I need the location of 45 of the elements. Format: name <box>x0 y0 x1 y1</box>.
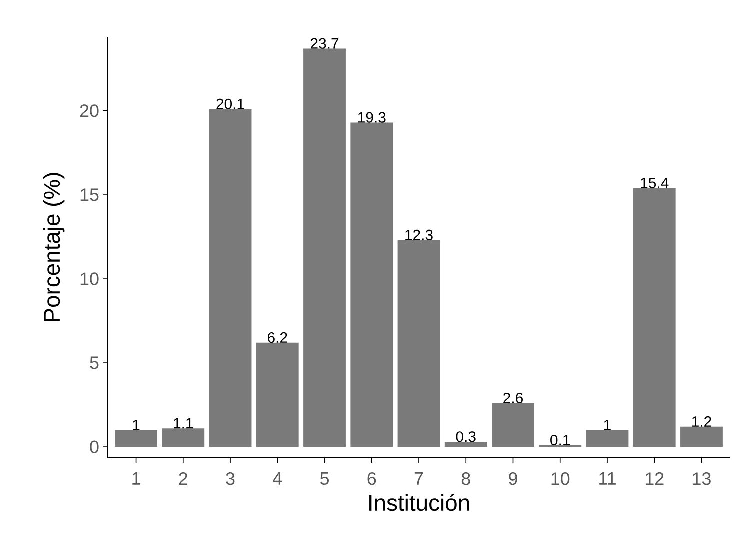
data-label: 1.2 <box>692 416 712 427</box>
bar <box>680 426 723 448</box>
x-tick-label: 12 <box>646 472 664 486</box>
x-tick-label: 2 <box>179 472 188 486</box>
data-label: 6.2 <box>268 332 288 344</box>
x-tick-label: 4 <box>273 472 282 485</box>
bar <box>492 403 534 448</box>
data-label: 1 <box>604 420 611 430</box>
bar <box>586 430 629 448</box>
y-tick-label: 5 <box>90 356 99 370</box>
y-tick-label: 10 <box>80 272 99 286</box>
x-tick-label: 13 <box>693 472 711 486</box>
data-label: 20.1 <box>216 98 244 110</box>
y-tick-label: 15 <box>80 188 99 202</box>
bar <box>398 240 440 448</box>
x-tick-label: 11 <box>600 472 616 485</box>
bar <box>633 188 676 448</box>
x-tick-label: 8 <box>462 472 470 486</box>
y-axis-title: Porcentaje (%) <box>43 173 65 322</box>
bar <box>444 442 488 448</box>
data-label: 0.3 <box>456 432 476 442</box>
bar <box>162 428 205 448</box>
y-tick-label: 20 <box>80 104 99 118</box>
x-tick-label: 1 <box>132 472 140 485</box>
bar <box>115 430 158 448</box>
x-tick-label: 9 <box>509 472 518 486</box>
x-tick-label: 3 <box>226 472 235 486</box>
data-label: 1 <box>133 420 140 430</box>
data-label: 19.3 <box>358 112 386 123</box>
data-label: 0.1 <box>550 434 570 446</box>
x-axis-title: Institución <box>370 494 470 512</box>
bar <box>350 122 394 448</box>
data-label: 2.6 <box>504 392 523 404</box>
data-label: 15.4 <box>641 178 669 188</box>
data-label: 23.7 <box>310 38 339 49</box>
bar <box>304 48 346 448</box>
x-tick-label: 10 <box>552 472 570 486</box>
data-label: 12.3 <box>406 230 433 240</box>
x-tick-label: 5 <box>320 472 329 486</box>
y-tick-label: 0 <box>90 440 99 454</box>
data-label: 1.1 <box>174 418 194 429</box>
x-tick-label: 7 <box>414 472 424 485</box>
bar <box>256 342 299 448</box>
bar <box>209 109 252 448</box>
x-tick-label: 6 <box>368 472 376 486</box>
